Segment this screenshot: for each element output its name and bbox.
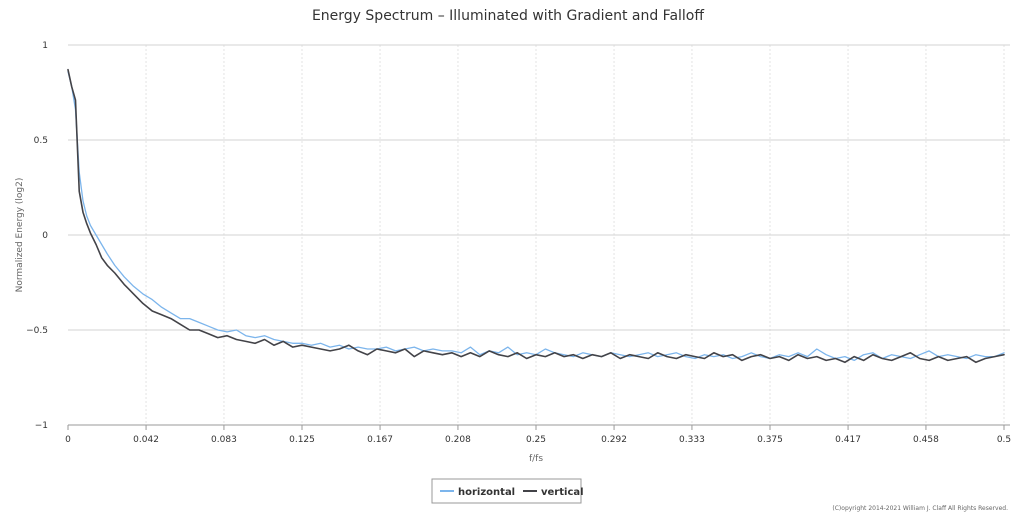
- x-tick-label: 0.375: [757, 435, 783, 445]
- x-tick-label: 0.292: [601, 435, 627, 445]
- x-tick-label: 0.25: [526, 435, 546, 445]
- x-tick-labels: 0 0.042 0.083 0.125 0.167 0.208 0.25 0.292 0.333…: [65, 435, 1011, 445]
- x-tick-label: 0: [65, 435, 71, 445]
- y-axis-label: Normalized Energy (log2): [15, 178, 25, 293]
- y-tick-label: 1: [42, 41, 48, 51]
- series-line-vertical[interactable]: [67, 68, 1005, 364]
- legend-box: [431, 478, 582, 504]
- series-layer: [67, 68, 1005, 364]
- x-tick-label: 0.083: [211, 435, 237, 445]
- y-tick-label: 0: [42, 231, 48, 241]
- x-tick-label: 0.042: [133, 435, 159, 445]
- x-axis-label: f/fs: [529, 454, 543, 464]
- chart-title: Energy Spectrum – Illuminated with Gradi…: [312, 8, 704, 24]
- legend-vertical-label[interactable]: vertical: [541, 487, 584, 498]
- x-tick-label: 0.125: [289, 435, 315, 445]
- series-line-horizontal[interactable]: [67, 70, 1005, 362]
- x-tick-label: 0.167: [367, 435, 393, 445]
- y-tick-label: −0.5: [26, 326, 48, 336]
- y-tick-label: 0.5: [34, 136, 48, 146]
- grid-layer: [68, 44, 1010, 425]
- x-tick-label: 0.5: [997, 435, 1011, 445]
- legend-horizontal-label[interactable]: horizontal: [458, 487, 515, 498]
- y-tick-label: −1: [35, 421, 48, 431]
- x-tick-label: 0.208: [445, 435, 471, 445]
- x-tick-label: 0.417: [835, 435, 861, 445]
- x-tick-label: 0.458: [913, 435, 939, 445]
- x-tick-label: 0.333: [679, 435, 705, 445]
- y-tick-labels: 1 0.5 0 −0.5 −1: [26, 41, 48, 431]
- copyright-text: (C)opyright 2014-2021 William J. Claff A…: [832, 505, 1008, 512]
- legend: horizontal vertical: [431, 478, 584, 504]
- axes-layer: [67, 424, 1010, 430]
